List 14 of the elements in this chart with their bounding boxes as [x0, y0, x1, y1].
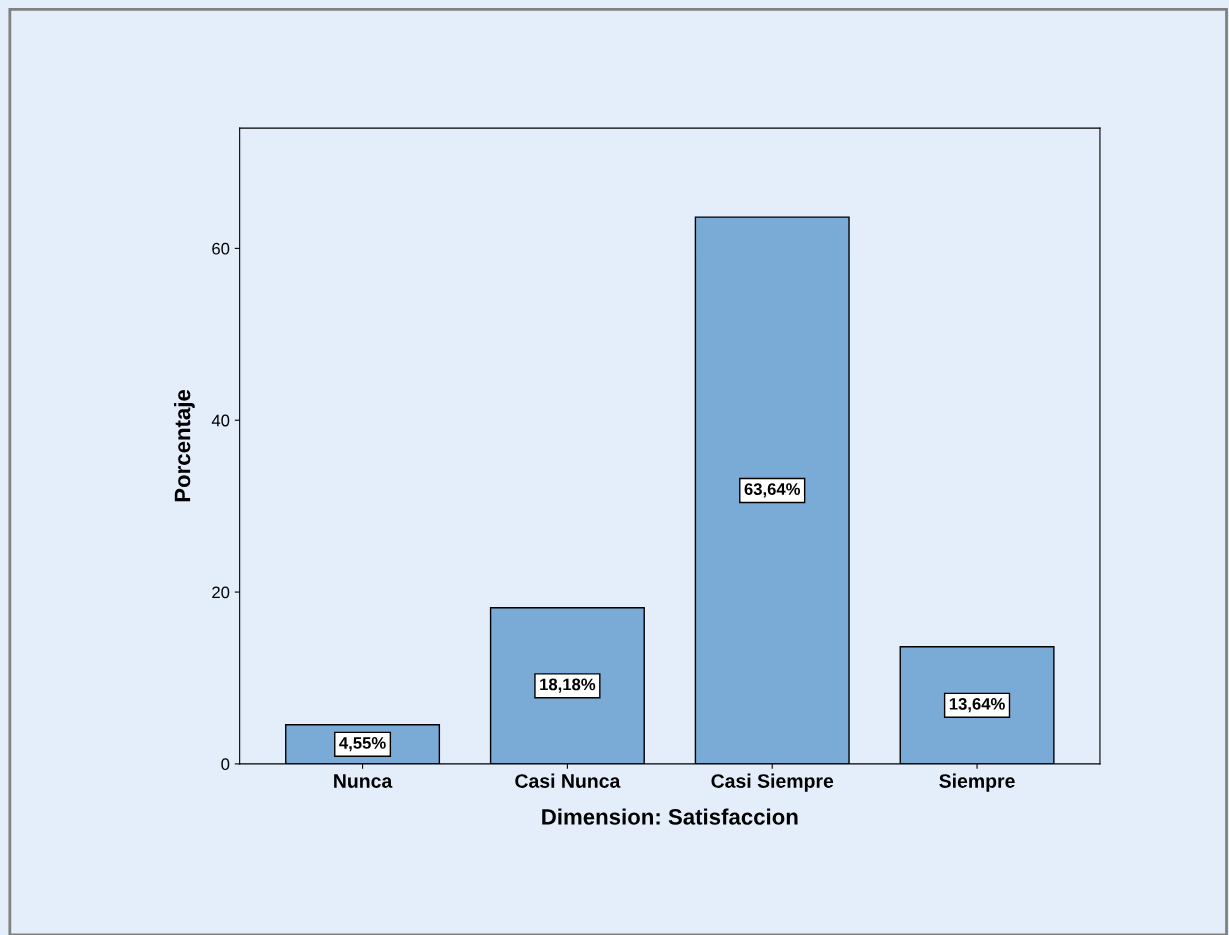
y-tick-label: 20	[212, 586, 230, 599]
y-tick-label: 0	[221, 758, 230, 771]
x-tick-label: Siempre	[939, 773, 1015, 792]
x-tick-label: Casi Nunca	[515, 773, 621, 788]
x-axis-title: Dimension: Satisfaccion	[542, 808, 798, 825]
y-axis-title: Porcentaje	[174, 389, 195, 502]
data-label: 63,64%	[744, 483, 801, 498]
y-tick-label: 40	[211, 414, 230, 427]
x-tick-label: Nunca	[334, 774, 393, 788]
data-label: 4,55%	[339, 737, 386, 752]
data-label: 13,64%	[949, 697, 1005, 713]
data-label: 18,18%	[540, 678, 596, 693]
y-tick-label: 60	[212, 242, 230, 255]
x-tick-label: Casi Siempre	[711, 773, 834, 792]
